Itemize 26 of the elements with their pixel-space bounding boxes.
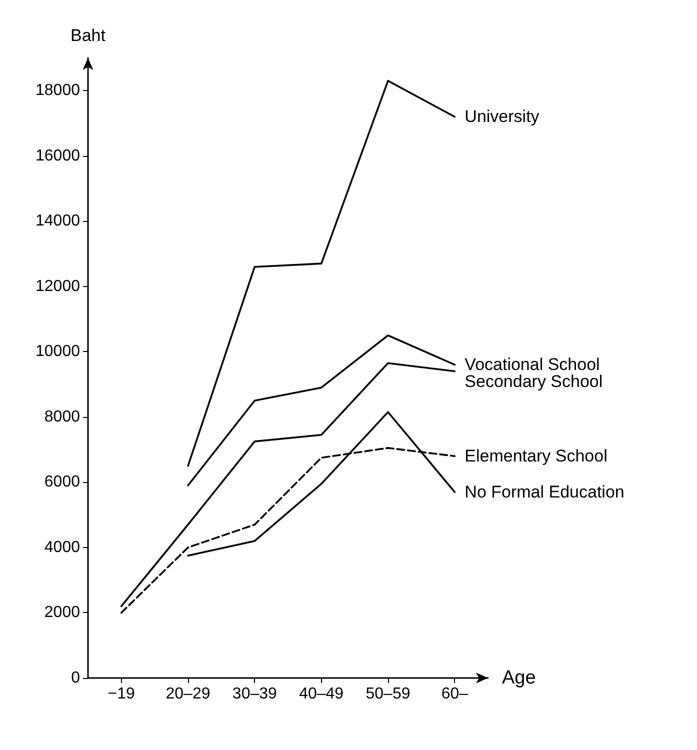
y-tick-label: 18000	[36, 82, 80, 100]
line-series	[187, 334, 456, 486]
series-label: No Formal Education	[464, 482, 624, 502]
series-label: University	[464, 107, 540, 126]
series-label: Secondary School	[464, 372, 603, 392]
x-tick-label: 30–39	[232, 686, 278, 702]
x-tick-label: 20–29	[166, 686, 210, 702]
series-label: Vocational School	[464, 355, 600, 374]
x-axis-title: Age	[502, 668, 536, 688]
y-tick-label: 10000	[36, 343, 80, 360]
x-tick-label: 60–	[441, 686, 468, 702]
x-tick-label: −19	[108, 686, 136, 702]
y-tick-label: 0	[71, 670, 80, 686]
x-tick-label: 50–59	[366, 686, 410, 702]
y-tick-label: 4000	[44, 538, 80, 556]
y-tick-label: 8000	[44, 408, 80, 426]
y-tick-label: 16000	[36, 147, 80, 164]
y-axis-title: Baht	[70, 26, 106, 45]
y-tick-label: 12000	[36, 278, 80, 295]
y-tick-label: 6000	[44, 474, 80, 491]
line-series	[187, 80, 456, 467]
line-series	[120, 362, 456, 608]
x-tick-label: 40–49	[299, 686, 344, 702]
y-tick-label: 14000	[36, 212, 80, 230]
series-label: Elementary School	[464, 446, 608, 466]
y-tick-label: 2000	[44, 604, 80, 622]
